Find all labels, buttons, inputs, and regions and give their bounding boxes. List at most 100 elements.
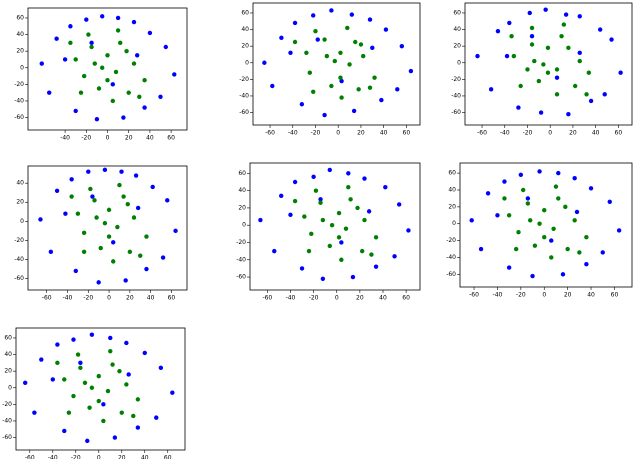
x-tick-label: -20 xyxy=(309,295,319,302)
point xyxy=(609,37,614,42)
point xyxy=(38,217,43,222)
point xyxy=(559,33,564,39)
point xyxy=(338,50,343,55)
point xyxy=(586,70,592,75)
point xyxy=(124,48,129,54)
point xyxy=(536,78,542,84)
x-tick-label: 60 xyxy=(611,292,619,299)
x-tick-label: -40 xyxy=(63,295,73,302)
point xyxy=(475,53,480,59)
point xyxy=(332,58,337,64)
x-tick-label: -60 xyxy=(25,455,35,459)
y-tick-label: 40 xyxy=(241,26,249,33)
point xyxy=(572,218,577,223)
point xyxy=(322,37,327,42)
point xyxy=(144,234,149,239)
point xyxy=(339,257,344,262)
point xyxy=(105,388,111,394)
point xyxy=(495,29,501,34)
point xyxy=(48,249,54,255)
point xyxy=(502,196,507,201)
point xyxy=(347,62,352,67)
point xyxy=(82,380,88,385)
point xyxy=(75,211,81,216)
point xyxy=(318,200,323,205)
point xyxy=(173,228,178,234)
point xyxy=(556,196,561,201)
point xyxy=(121,194,126,199)
point xyxy=(78,360,83,366)
point xyxy=(113,69,119,75)
y-tick-label: 60 xyxy=(448,170,456,177)
point xyxy=(538,110,544,115)
point xyxy=(509,33,514,39)
x-tick-label: -60 xyxy=(262,295,272,302)
point xyxy=(329,83,334,89)
point xyxy=(516,229,521,235)
point xyxy=(607,199,612,205)
y-tick-label: -40 xyxy=(236,256,246,263)
point xyxy=(372,75,377,80)
y-tick-label: -60 xyxy=(451,109,461,116)
point xyxy=(572,175,577,181)
point xyxy=(469,218,474,223)
point xyxy=(119,169,124,174)
point xyxy=(574,209,580,215)
point xyxy=(373,264,379,269)
point xyxy=(110,362,115,367)
y-tick-label: 40 xyxy=(4,351,12,358)
y-tick-label: -60 xyxy=(14,114,24,121)
x-tick-label: 20 xyxy=(564,292,572,299)
y-tick-label: -60 xyxy=(236,274,246,281)
point xyxy=(81,230,87,235)
point xyxy=(527,10,532,16)
point xyxy=(106,234,112,239)
point xyxy=(68,40,73,46)
point xyxy=(101,402,106,407)
point xyxy=(537,169,542,174)
point xyxy=(350,274,356,280)
y-tick-label: -40 xyxy=(239,92,249,99)
point xyxy=(50,377,55,382)
point xyxy=(111,259,116,264)
point xyxy=(158,94,163,100)
point xyxy=(346,171,351,176)
point xyxy=(131,215,137,220)
y-tick-label: 20 xyxy=(238,204,246,211)
point xyxy=(554,75,560,80)
point xyxy=(78,365,83,371)
point xyxy=(106,207,112,213)
point xyxy=(86,169,91,174)
point xyxy=(90,194,95,199)
point xyxy=(513,246,519,252)
x-tick-label: -60 xyxy=(477,130,487,137)
point xyxy=(150,184,155,190)
subplot: -60 -40 -20 0 20 40 60 -60 -40 -20 0 20 40 60 xyxy=(236,162,421,302)
point xyxy=(54,188,60,193)
point xyxy=(88,186,93,192)
point xyxy=(339,95,344,100)
point xyxy=(81,73,87,79)
point xyxy=(124,382,129,387)
point xyxy=(92,198,97,203)
point xyxy=(577,14,582,19)
point xyxy=(339,240,344,245)
x-tick-label: 20 xyxy=(118,455,126,459)
x-tick-label: 0 xyxy=(548,130,552,137)
point xyxy=(518,83,523,89)
point xyxy=(105,78,110,83)
point xyxy=(288,50,293,55)
point xyxy=(118,40,123,46)
point xyxy=(353,39,358,45)
point xyxy=(124,340,129,346)
point xyxy=(339,78,344,84)
point xyxy=(154,415,159,420)
point xyxy=(525,67,530,72)
point xyxy=(69,194,74,199)
point xyxy=(84,17,89,22)
point xyxy=(495,213,500,218)
y-tick-label: -20 xyxy=(14,237,24,244)
x-tick-label: 40 xyxy=(146,135,154,142)
point xyxy=(62,57,68,62)
x-tick-label: -40 xyxy=(48,455,58,459)
